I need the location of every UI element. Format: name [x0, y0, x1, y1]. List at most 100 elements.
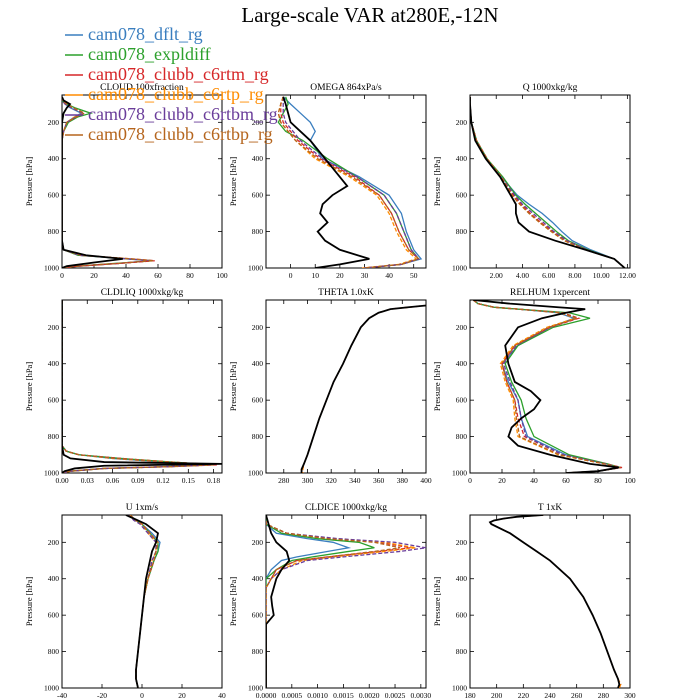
series-line	[62, 300, 214, 473]
x-tick-label: 40	[530, 476, 538, 485]
y-tick-label: 200	[252, 118, 264, 127]
series-line	[62, 300, 218, 473]
panel-title: CLOUD 100xfraction	[100, 82, 184, 93]
x-tick-label: 280	[278, 476, 290, 485]
y-tick-label: 1000	[452, 264, 467, 273]
series-line	[277, 96, 420, 268]
y-tick-label: 200	[48, 323, 60, 332]
y-axis-label: Pressure [hPa]	[228, 157, 238, 207]
plot-frame	[265, 94, 427, 269]
y-tick-label: 800	[456, 647, 468, 656]
y-tick-label: 1000	[248, 684, 263, 693]
y-tick-label: 1000	[248, 264, 263, 273]
panel-title: CLDLIQ 1000xkg/kg	[101, 288, 184, 298]
y-tick-label: 200	[456, 118, 468, 127]
y-tick-label: 800	[252, 227, 264, 236]
x-tick-label: 0.0030	[411, 691, 432, 700]
series-line	[282, 96, 423, 268]
x-tick-label: 0.18	[207, 476, 220, 485]
series-line	[470, 96, 626, 268]
y-tick-label: 200	[48, 118, 60, 127]
x-tick-label: 40	[218, 691, 226, 700]
y-tick-label: 1000	[44, 684, 59, 693]
x-tick-label: 8.00	[568, 271, 581, 280]
series-line	[302, 304, 426, 473]
x-tick-label: 300	[302, 476, 314, 485]
x-tick-label: 0.0020	[359, 691, 380, 700]
panel-title: Q 1000xkg/kg	[523, 83, 578, 93]
series-line	[302, 304, 426, 473]
panel-title: CLDICE 1000xkg/kg	[305, 503, 387, 513]
y-tick-label: 1000	[44, 469, 59, 478]
x-tick-label: 0	[468, 476, 472, 485]
legend-label: cam078_clubb_c6rtm_rg	[88, 64, 269, 84]
series-line	[470, 96, 626, 268]
panel-title: THETA 1.0xK	[318, 288, 374, 298]
series-line	[489, 515, 622, 688]
y-tick-label: 800	[456, 227, 468, 236]
series-line	[470, 96, 626, 268]
x-tick-label: 20	[178, 691, 186, 700]
legend-label: cam078_dflt_rg	[88, 24, 203, 44]
series-line	[470, 96, 626, 268]
x-tick-label: 260	[571, 691, 583, 700]
y-tick-label: 600	[48, 191, 60, 200]
series-line	[277, 96, 418, 268]
series-line	[125, 515, 160, 688]
series-line	[282, 96, 420, 268]
x-tick-label: 10.00	[593, 271, 610, 280]
y-tick-label: 400	[252, 574, 264, 583]
y-tick-label: 200	[252, 538, 264, 547]
y-axis-label: Pressure [hPa]	[228, 362, 238, 412]
y-tick-label: 600	[252, 191, 264, 200]
x-tick-label: 60	[562, 476, 570, 485]
y-tick-label: 600	[456, 611, 468, 620]
x-tick-label: 320	[326, 476, 338, 485]
y-tick-label: 800	[252, 647, 264, 656]
plot-frame	[61, 299, 223, 474]
legend-item: cam078_clubb_c6rtbm_rg	[65, 104, 278, 124]
x-tick-label: 100	[216, 271, 228, 280]
x-tick-label: 20	[90, 271, 98, 280]
series-line	[62, 96, 123, 268]
y-tick-label: 600	[456, 396, 468, 405]
x-tick-label: 20	[336, 271, 344, 280]
series-line	[470, 96, 626, 268]
series-line	[62, 300, 214, 473]
x-tick-label: 80	[594, 476, 602, 485]
panel-title: U 1xm/s	[126, 503, 159, 513]
series-line	[473, 300, 619, 473]
y-tick-label: 400	[252, 359, 264, 368]
panel-4: CLDLIQ 1000xkg/kg Pressure [hPa] 200 400 600…	[24, 288, 223, 485]
x-tick-label: 0.0000	[256, 691, 277, 700]
series-line	[266, 515, 401, 688]
y-tick-label: 1000	[452, 684, 467, 693]
series-line	[266, 515, 291, 688]
x-tick-label: 0.12	[156, 476, 169, 485]
y-tick-label: 1000	[44, 264, 59, 273]
y-tick-label: 400	[48, 574, 60, 583]
panel-3: Q 1000xkg/kg Pressure [hPa] 200 400 600 800 10…	[432, 83, 636, 280]
legend-item: cam078_dflt_rg	[65, 24, 203, 44]
y-axis-label: Pressure [hPa]	[432, 157, 442, 207]
x-tick-label: 0.15	[182, 476, 195, 485]
x-tick-label: 40	[385, 271, 393, 280]
y-tick-label: 200	[252, 323, 264, 332]
x-tick-label: -40	[57, 691, 67, 700]
legend-item: cam078_clubb_c6rtbp_rg	[65, 124, 273, 144]
y-axis-label: Pressure [hPa]	[432, 362, 442, 412]
series-line	[266, 515, 352, 688]
x-tick-label: 400	[420, 476, 432, 485]
x-tick-label: 220	[518, 691, 530, 700]
y-tick-label: 800	[48, 227, 60, 236]
series-line	[127, 515, 157, 688]
x-tick-label: 40	[122, 271, 130, 280]
x-tick-label: 0.06	[106, 476, 119, 485]
series-line	[472, 300, 621, 473]
legend: cam078_dflt_rgcam078_expldiffcam078_club…	[65, 24, 278, 144]
x-tick-label: 50	[410, 271, 418, 280]
x-tick-label: 0	[289, 271, 293, 280]
y-tick-label: 600	[48, 611, 60, 620]
